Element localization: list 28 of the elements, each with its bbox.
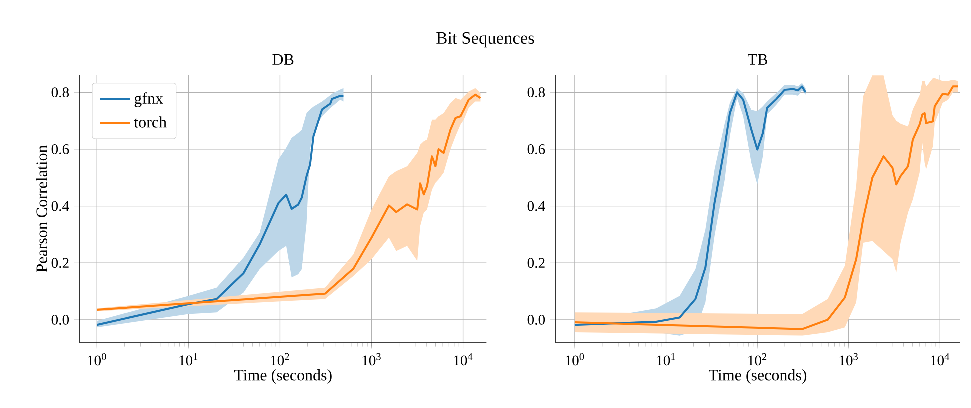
text: Bit Sequences	[436, 32, 534, 48]
y-tick-label: 0.2	[528, 258, 545, 268]
y-tick-label: 0.8	[52, 88, 70, 98]
y-tick-label: 0.8	[528, 88, 546, 98]
x-tick-label: 10$^{2}$	[748, 353, 767, 366]
legend-label: gfnx	[134, 92, 164, 108]
x-tick-label: 10$^{0}$	[88, 353, 106, 366]
x-tick-label: 10$^{3}$	[840, 353, 858, 366]
y-tick-label: 0.6	[52, 144, 70, 154]
y-tick-label: 0.2	[52, 258, 69, 268]
x-tick-label: 10$^{0}$	[566, 353, 584, 366]
x-tick-label: 10$^{4}$	[454, 353, 473, 366]
x-axis-title: Time (seconds)	[709, 369, 807, 384]
y-tick-label: 0.4	[52, 201, 70, 212]
x-tick-label: 10$^{3}$	[362, 353, 381, 366]
chart-title: TB	[748, 54, 768, 65]
x-tick-label: 10$^{1}$	[180, 353, 198, 366]
chart-title: DB	[272, 54, 294, 65]
y-axis-title: Pearson Correlation	[36, 145, 48, 272]
x-tick-label: 10$^{4}$	[931, 353, 950, 366]
x-tick-label: 10$^{1}$	[657, 353, 676, 366]
y-tick-label: 0.4	[528, 201, 546, 212]
legend-label: torch	[134, 116, 167, 128]
x-tick-label: 10$^{2}$	[271, 353, 290, 366]
y-tick-label: 0.0	[528, 315, 546, 325]
y-tick-label: 0.6	[528, 144, 546, 154]
y-tick-label: 0.0	[52, 315, 70, 325]
x-axis-title: Time (seconds)	[234, 369, 332, 384]
